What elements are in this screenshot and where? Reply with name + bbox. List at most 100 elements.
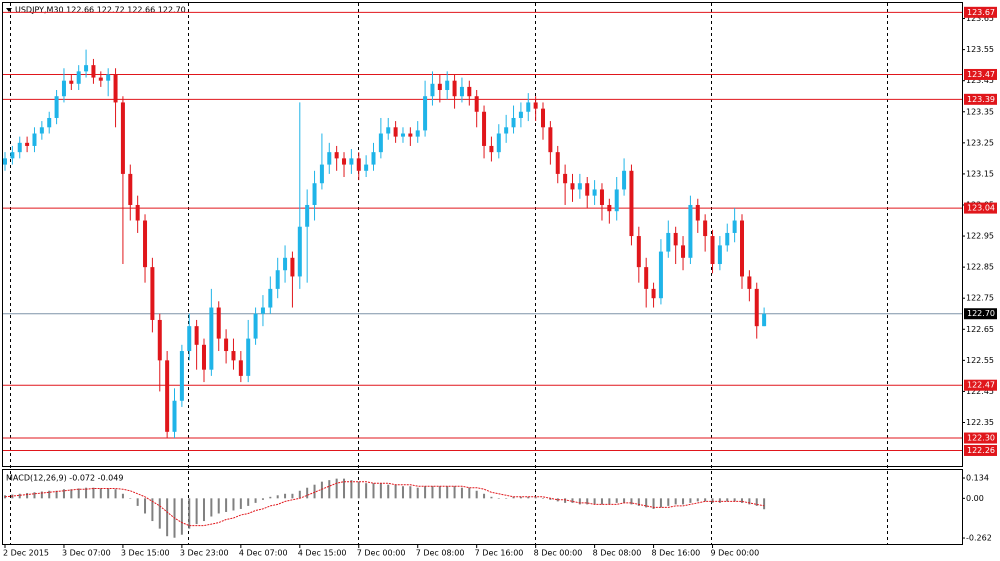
candle-body	[17, 142, 22, 153]
macd-bar	[623, 498, 626, 503]
x-tick-label: 4 Dec 15:00	[298, 549, 347, 558]
candle-body	[570, 183, 575, 190]
macd-bar	[26, 493, 29, 499]
candle-body	[504, 127, 509, 134]
macd-bar	[659, 498, 662, 508]
candle-body	[585, 183, 590, 196]
candle-body	[25, 142, 30, 146]
macd-bar	[431, 486, 434, 499]
level-label-box	[964, 93, 997, 105]
macd-bar	[615, 498, 618, 503]
macd-bar	[158, 498, 161, 529]
menu-arrow[interactable]	[6, 8, 12, 12]
candle-body	[400, 133, 405, 137]
macd-bar	[225, 498, 228, 512]
macd-bar	[446, 486, 449, 499]
candle-body	[312, 183, 317, 205]
macd-bar	[460, 487, 463, 499]
macd-bar	[70, 489, 73, 499]
level-label-box	[964, 432, 997, 444]
macd-bar	[578, 498, 581, 505]
macd-bar	[600, 498, 603, 505]
candle-body	[629, 170, 634, 237]
level-label: 122.26	[967, 446, 995, 455]
candle-body	[371, 152, 376, 165]
candle-body	[563, 173, 568, 184]
candle-body	[98, 77, 103, 81]
candle-body	[459, 86, 464, 97]
candle-body	[69, 80, 74, 84]
macd-bar	[129, 498, 132, 499]
x-tick-label: 3 Dec 07:00	[62, 549, 111, 558]
macd-bar	[261, 498, 264, 500]
candle-body	[533, 102, 538, 109]
macd-bar	[18, 493, 21, 499]
macd-bar	[763, 498, 766, 510]
macd-bar	[306, 487, 309, 499]
macd-title: MACD(12,26,9) -0.072 -0.049	[6, 474, 123, 483]
candle-body	[526, 102, 531, 112]
candle-body	[39, 127, 44, 134]
candle-body	[541, 108, 546, 128]
macd-bar	[239, 498, 242, 509]
macd-bar	[195, 498, 198, 525]
level-label-box	[964, 444, 997, 456]
macd-bar	[534, 496, 537, 499]
candle-body	[165, 360, 170, 432]
candle-body	[673, 232, 678, 246]
macd-bar	[409, 486, 412, 499]
candle-body	[305, 204, 310, 227]
macd-bar	[144, 498, 147, 514]
macd-bar	[357, 481, 360, 499]
candle-body	[378, 133, 383, 153]
candle-body	[762, 313, 767, 327]
macd-bar	[247, 498, 250, 506]
candle-body	[511, 117, 516, 128]
macd-bar	[689, 498, 692, 503]
candle-body	[695, 204, 700, 221]
candle-body	[489, 145, 494, 153]
candle-body	[732, 220, 737, 233]
macd-bar	[424, 486, 427, 499]
candle-body	[216, 307, 221, 339]
candle-body	[172, 400, 177, 432]
level-label: 123.47	[967, 70, 995, 79]
candle-body	[3, 158, 7, 165]
macd-bar	[298, 490, 301, 499]
macd-bar	[107, 488, 110, 499]
macd-bar	[343, 478, 346, 499]
macd-bar	[320, 481, 323, 499]
current-price-box	[964, 308, 997, 320]
macd-bar	[166, 498, 169, 537]
macd-bar	[571, 498, 574, 503]
macd-bar	[99, 488, 102, 499]
y2-tick-label: 0.134	[966, 474, 989, 483]
macd-bar	[519, 496, 522, 499]
macd-bar	[180, 498, 183, 535]
y-tick-label: 123.65	[966, 14, 994, 23]
level-label-box	[964, 68, 997, 80]
macd-bar	[593, 498, 596, 505]
macd-bar	[674, 498, 677, 505]
candle-body	[54, 96, 59, 118]
macd-bar	[490, 496, 493, 499]
candle-body	[135, 204, 140, 221]
level-label-box	[964, 6, 997, 18]
macd-bar	[48, 490, 51, 499]
candle-body	[622, 170, 627, 190]
level-label: 122.47	[967, 381, 995, 390]
y-tick-label: 123.25	[966, 138, 994, 147]
x-tick-label: 7 Dec 08:00	[416, 549, 465, 558]
macd-bar	[645, 498, 648, 508]
candle-body	[577, 183, 582, 190]
macd-bar	[475, 490, 478, 499]
macd-bar	[652, 498, 655, 509]
x-tick-label: 8 Dec 16:00	[652, 549, 701, 558]
candle-body	[201, 344, 206, 370]
macd-bar	[188, 498, 191, 529]
candle-body	[452, 80, 457, 97]
candle-body	[268, 288, 273, 308]
level-label: 123.67	[967, 8, 995, 17]
macd-bar	[85, 487, 88, 499]
macd-bar	[202, 498, 205, 522]
